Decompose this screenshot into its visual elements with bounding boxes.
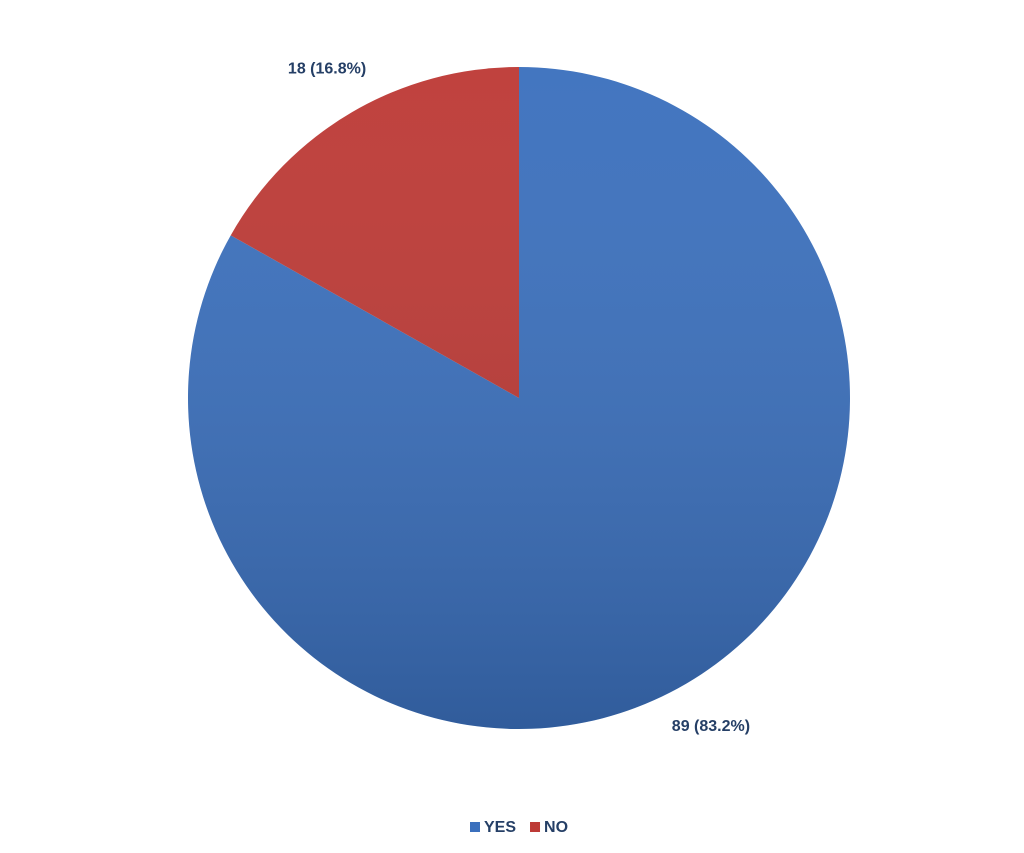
legend-swatch [470, 822, 480, 832]
legend-label: NO [544, 819, 568, 836]
data-label: 89 (83.2%) [672, 718, 750, 735]
pie [188, 67, 850, 729]
labels: 89 (83.2%) 18 (16.8%) [288, 61, 750, 735]
data-label: 18 (16.8%) [288, 61, 366, 78]
legend-label: YES [484, 819, 516, 836]
legend: YES NO [470, 819, 568, 836]
legend-swatch [530, 822, 541, 832]
